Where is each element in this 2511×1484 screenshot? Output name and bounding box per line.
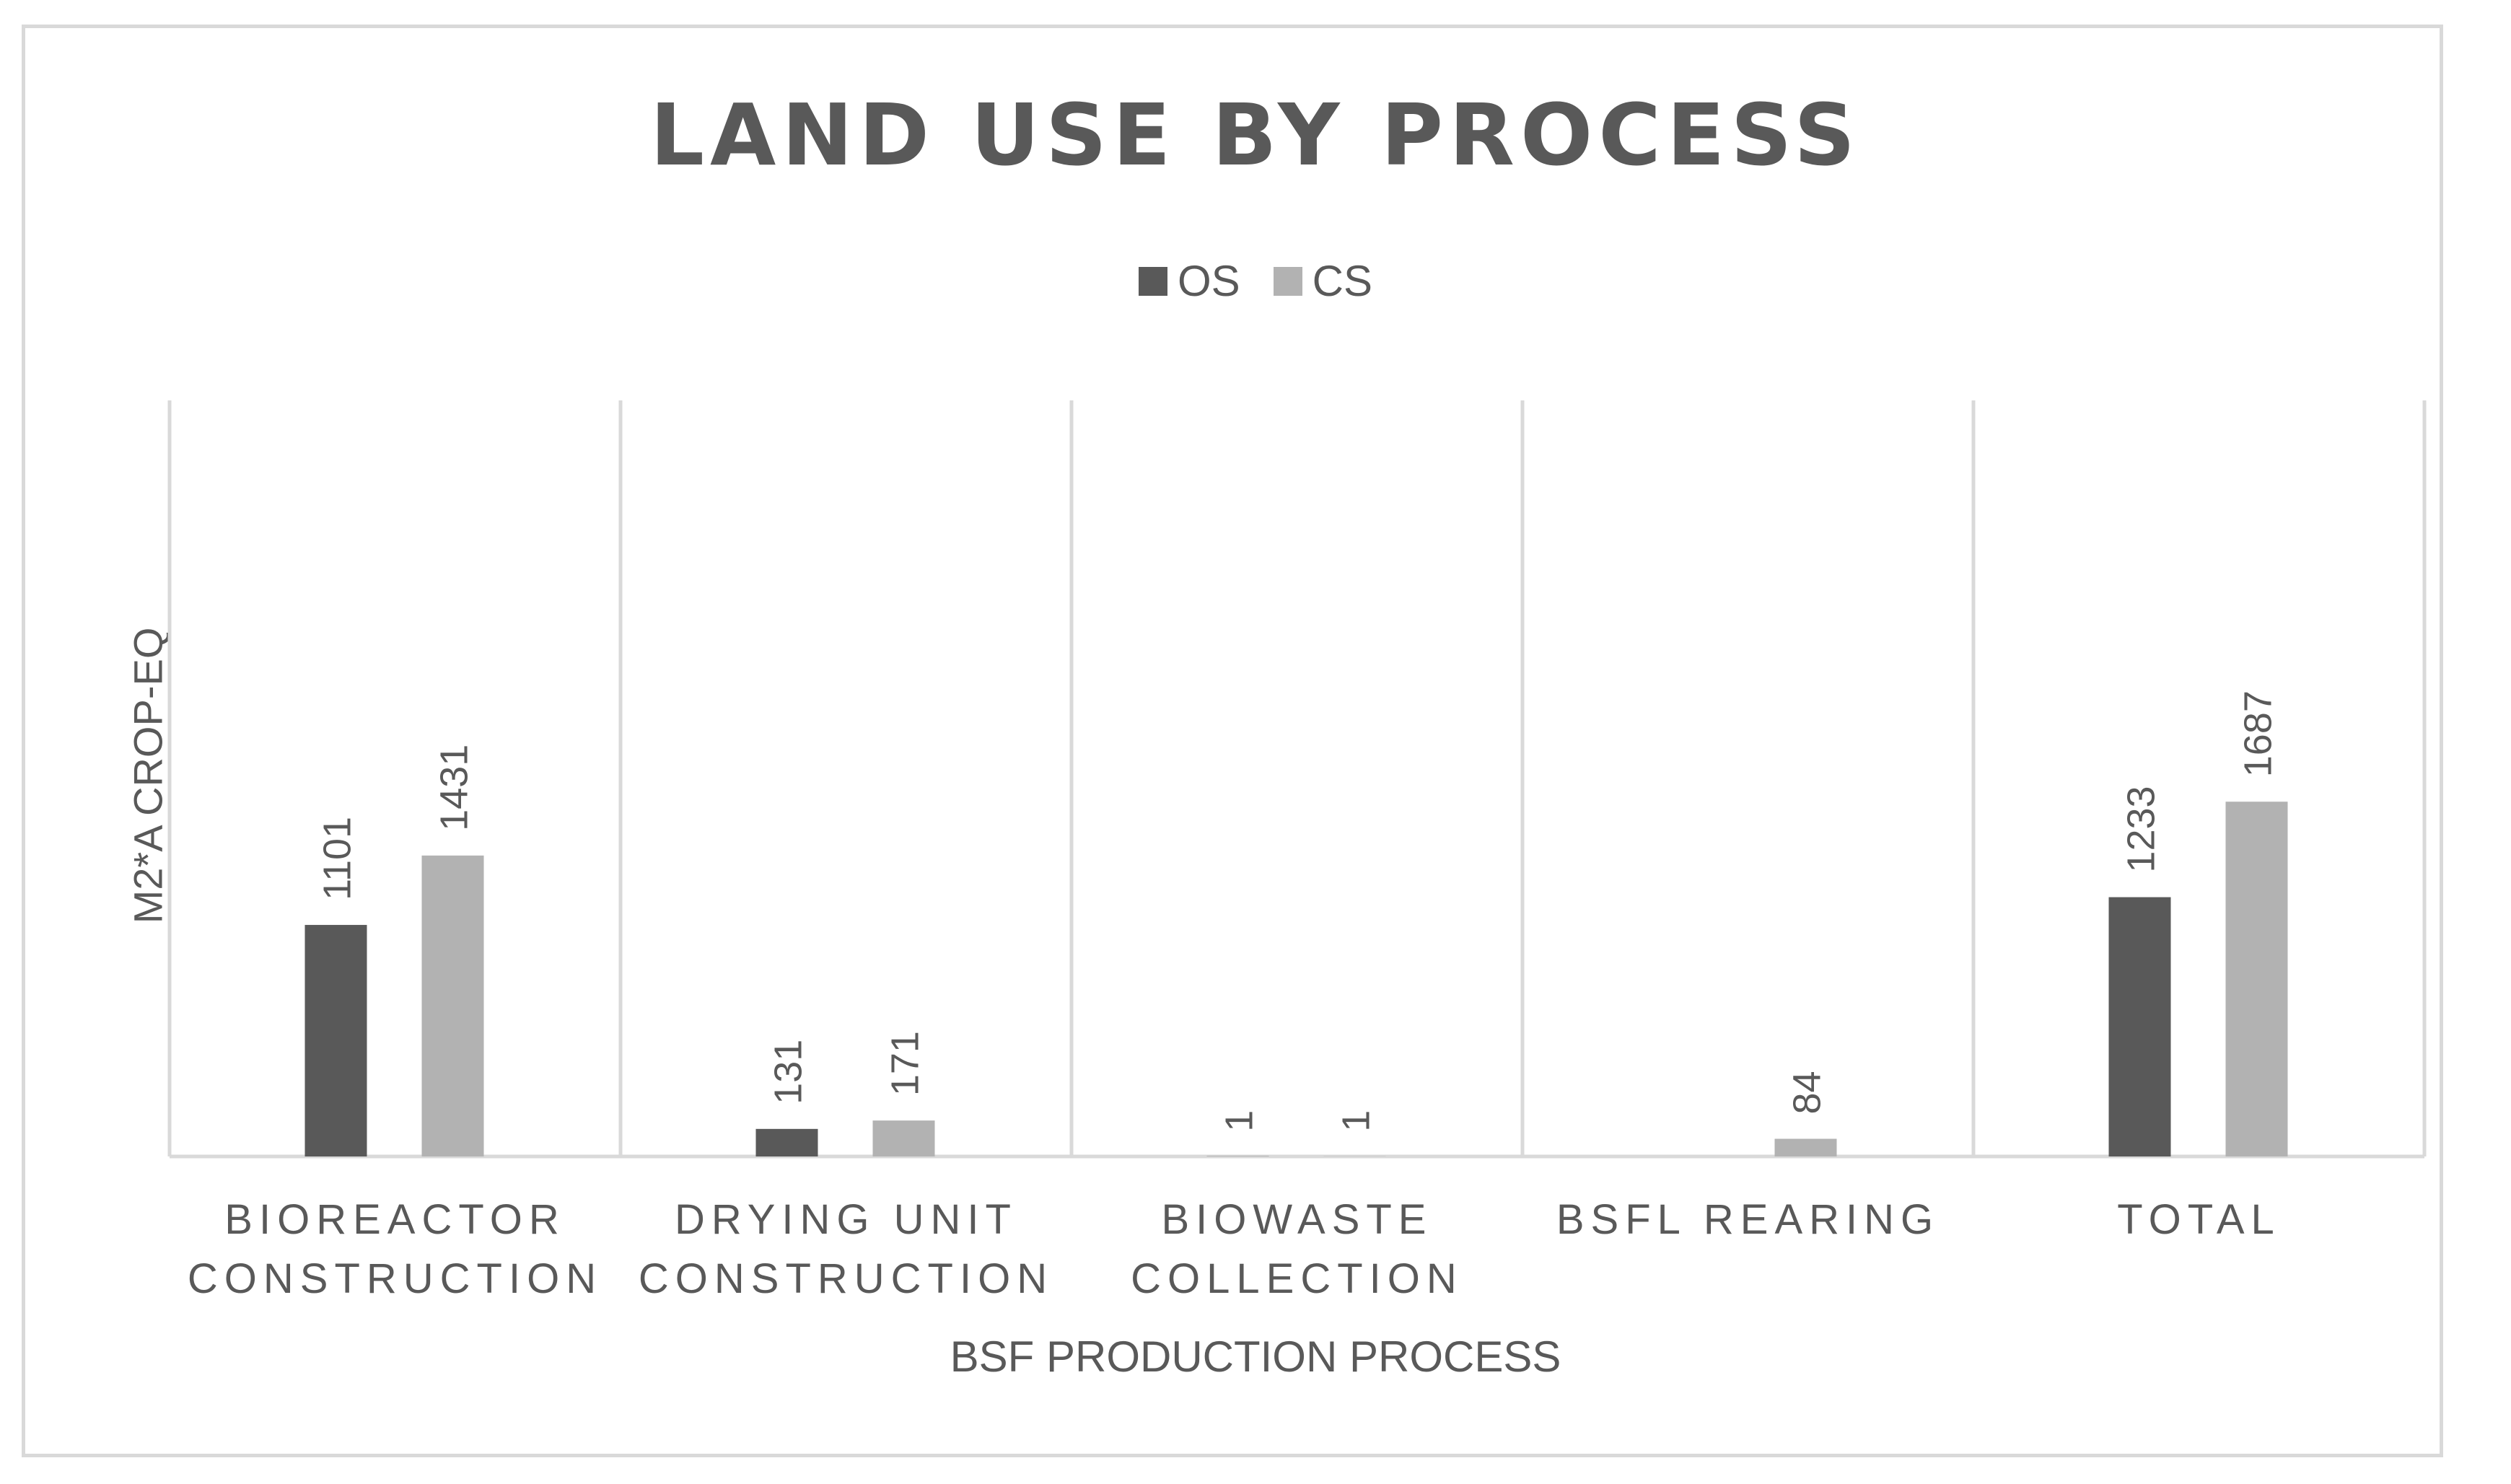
legend: OS CS <box>0 256 2511 306</box>
data-label-os-4: 1233 <box>2120 786 2163 872</box>
category-label-3: BSFL REARING <box>1556 1196 1940 1243</box>
bar-os-0 <box>304 925 367 1156</box>
data-label-cs-1: 171 <box>884 1031 927 1096</box>
data-label-os-1: 131 <box>767 1040 810 1105</box>
bar-os-1 <box>755 1128 818 1156</box>
category-label-0: CONSTRUCTION <box>188 1255 602 1302</box>
legend-item-os: OS <box>1138 256 1240 306</box>
data-label-os-2: 1 <box>1218 1110 1261 1132</box>
bar-os-4 <box>2108 897 2171 1156</box>
bar-cs-4 <box>2225 802 2288 1156</box>
category-label-1: DRYING UNIT <box>675 1196 1017 1243</box>
legend-item-cs: CS <box>1273 256 1373 306</box>
chart-frame <box>22 25 2443 1457</box>
bar-cs-0 <box>421 855 484 1156</box>
legend-label-cs: CS <box>1312 257 1373 305</box>
data-label-cs-4: 1687 <box>2237 690 2280 777</box>
data-label-cs-3: 84 <box>1786 1071 1829 1114</box>
legend-label-os: OS <box>1177 257 1240 305</box>
legend-swatch-os <box>1138 266 1167 296</box>
category-label-0: BIOREACTOR <box>224 1196 565 1243</box>
legend-swatch-cs <box>1273 266 1302 296</box>
category-label-2: BIOWASTE <box>1162 1196 1433 1243</box>
chart-title: LAND USE BY PROCESS <box>649 85 1862 185</box>
data-label-cs-2: 1 <box>1335 1110 1378 1132</box>
x-axis-label: BSF PRODUCTION PROCESS <box>950 1332 1561 1381</box>
category-label-1: CONSTRUCTION <box>639 1255 1053 1302</box>
data-label-cs-0: 1431 <box>433 745 476 831</box>
category-label-2: COLLECTION <box>1131 1255 1463 1302</box>
bar-cs-3 <box>1774 1138 1837 1156</box>
bar-cs-1 <box>872 1120 935 1156</box>
data-label-os-0: 1101 <box>316 817 359 900</box>
category-label-4: TOTAL <box>2117 1196 2281 1243</box>
